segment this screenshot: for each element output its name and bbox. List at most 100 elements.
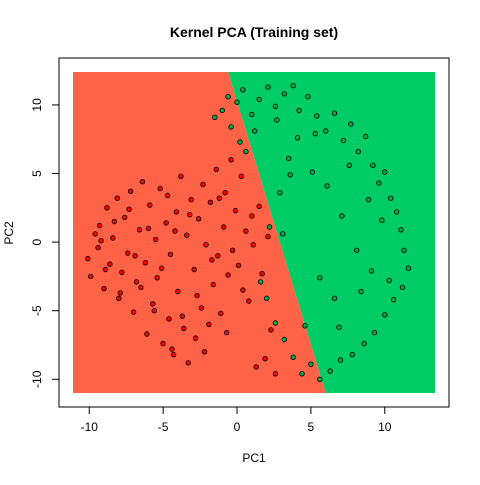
- y-tick-label: 5: [30, 170, 44, 177]
- y-tick-label: -10: [30, 370, 44, 388]
- data-point-class-0: [169, 346, 175, 352]
- data-point-class-0: [175, 288, 181, 295]
- data-point-class-1: [346, 162, 352, 168]
- data-point-class-0: [166, 316, 172, 322]
- data-point-class-0: [179, 313, 185, 319]
- y-tick-label: -5: [30, 305, 44, 316]
- data-point-class-1: [382, 312, 388, 318]
- data-point-class-1: [294, 135, 301, 141]
- data-point-class-0: [200, 181, 206, 188]
- data-point-class-0: [250, 242, 256, 248]
- data-point-class-0: [114, 195, 120, 201]
- decision-regions: [73, 72, 435, 393]
- data-point-class-0: [121, 214, 128, 221]
- y-tick-label: 0: [30, 238, 44, 245]
- data-point-class-0: [158, 265, 165, 271]
- data-point-class-0: [98, 237, 104, 244]
- data-point-class-0: [268, 327, 274, 333]
- data-point-class-1: [237, 139, 243, 145]
- data-point-class-0: [195, 216, 202, 222]
- data-point-class-0: [216, 195, 222, 201]
- data-point-class-0: [207, 199, 214, 205]
- data-point-class-0: [145, 225, 152, 232]
- data-point-class-1: [382, 169, 388, 175]
- data-point-class-1: [405, 265, 412, 271]
- data-point-class-1: [225, 93, 231, 100]
- data-point-class-0: [235, 262, 242, 269]
- data-point-class-0: [186, 211, 193, 218]
- data-point-class-1: [399, 284, 406, 291]
- data-point-class-1: [296, 107, 302, 114]
- data-point-class-1: [379, 217, 385, 223]
- data-point-class-1: [243, 148, 249, 155]
- data-point-class-1: [287, 172, 293, 178]
- data-point-class-0: [138, 284, 144, 291]
- data-point-class-1: [280, 231, 286, 237]
- data-point-class-1: [355, 148, 361, 155]
- data-point-class-0: [130, 309, 137, 315]
- data-point-class-1: [317, 275, 323, 281]
- data-point-class-1: [266, 224, 273, 230]
- data-point-class-0: [256, 203, 262, 210]
- data-point-class-0: [249, 213, 255, 219]
- data-point-class-0: [222, 189, 228, 196]
- y-axis-label: PC2: [2, 221, 16, 245]
- data-point-class-1: [331, 110, 338, 116]
- data-point-class-0: [133, 279, 140, 285]
- data-point-class-1: [234, 99, 240, 105]
- data-point-class-1: [272, 320, 279, 326]
- data-point-class-1: [390, 297, 397, 303]
- data-point-class-1: [274, 117, 280, 123]
- data-point-class-1: [308, 361, 314, 367]
- data-point-class-0: [124, 250, 131, 256]
- x-tick-label: -5: [158, 420, 169, 434]
- y-axis: -10 -5 0 5 10: [30, 98, 60, 388]
- data-point-class-0: [213, 166, 219, 173]
- data-point-class-1: [281, 336, 287, 343]
- data-point-class-1: [358, 288, 364, 295]
- data-point-class-1: [302, 323, 308, 329]
- data-point-class-0: [111, 218, 118, 225]
- data-point-class-0: [188, 196, 194, 203]
- data-point-class-0: [218, 310, 224, 317]
- data-point-class-1: [340, 137, 347, 144]
- data-point-class-1: [281, 91, 287, 97]
- data-point-class-0: [85, 255, 91, 262]
- data-point-class-0: [172, 228, 178, 234]
- data-point-class-0: [142, 260, 149, 266]
- data-point-class-0: [95, 244, 101, 251]
- data-point-class-1: [256, 96, 262, 103]
- data-point-class-1: [290, 354, 296, 360]
- data-point-class-0: [243, 228, 249, 234]
- data-point-class-0: [191, 266, 197, 273]
- data-point-class-0: [173, 209, 180, 215]
- data-point-class-0: [225, 272, 231, 278]
- data-point-class-0: [228, 157, 234, 163]
- data-point-class-1: [365, 196, 372, 203]
- data-point-class-0: [206, 321, 212, 328]
- data-point-class-1: [393, 209, 400, 215]
- data-point-class-1: [368, 268, 375, 274]
- data-point-class-1: [299, 371, 305, 377]
- data-point-class-1: [327, 368, 333, 374]
- data-point-class-1: [354, 247, 360, 253]
- data-point-class-1: [362, 133, 369, 140]
- data-point-class-0: [185, 360, 191, 366]
- data-point-class-0: [181, 325, 187, 332]
- data-point-class-1: [240, 87, 246, 93]
- data-point-class-0: [170, 351, 177, 358]
- data-point-class-0: [154, 275, 160, 281]
- data-point-class-0: [107, 261, 113, 267]
- data-point-class-0: [101, 286, 107, 292]
- data-point-class-0: [209, 257, 215, 263]
- y-tick-label: 10: [30, 98, 44, 112]
- data-point-class-1: [305, 93, 311, 100]
- data-point-class-1: [249, 111, 255, 118]
- data-point-class-1: [312, 130, 318, 137]
- data-point-class-0: [253, 364, 259, 370]
- data-point-class-0: [240, 287, 246, 293]
- data-point-class-1: [314, 113, 320, 119]
- data-point-class-0: [87, 273, 94, 280]
